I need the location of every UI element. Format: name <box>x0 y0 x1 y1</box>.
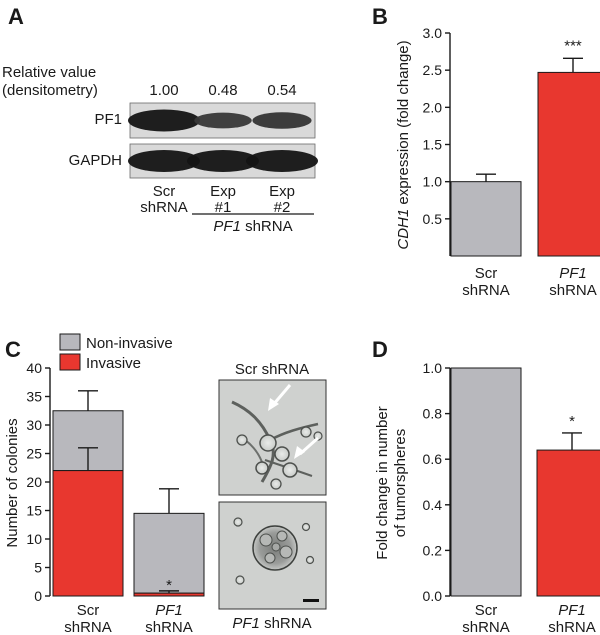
legend-swatch-non-invasive <box>59 333 81 351</box>
y-axis-label: Number of colonies <box>4 418 21 547</box>
y-tick-label: 0.2 <box>423 542 443 558</box>
pf1-band <box>128 109 200 132</box>
micrograph-pf1-shrna <box>218 501 327 610</box>
x-category-label: PF1 <box>558 602 586 619</box>
pf1-band <box>252 112 312 129</box>
x-category-label: shRNA <box>64 619 112 635</box>
y-tick-label: 25 <box>26 446 42 462</box>
y-tick-label: 1.5 <box>423 137 443 153</box>
y-tick-label: 30 <box>26 417 42 433</box>
x-category-label: Scr <box>475 265 498 282</box>
y-tick-label: 0 <box>34 588 42 604</box>
micrograph-top-caption: Scr shRNA <box>235 361 309 378</box>
bar <box>450 181 522 257</box>
pf1-group-label: PF1 shRNA <box>213 218 292 235</box>
gapdh-band <box>246 150 318 172</box>
bar-invasive <box>133 592 205 597</box>
y-tick-label: 0.0 <box>423 588 443 604</box>
y-tick-label: 0.5 <box>423 211 443 227</box>
lane-label: Exp <box>269 183 295 200</box>
x-category-label: shRNA <box>462 619 510 635</box>
densitometry-value: 0.54 <box>267 82 296 99</box>
blot-label-gapdh: GAPDH <box>69 152 122 169</box>
y-tick-label: 35 <box>26 389 42 405</box>
y-tick-label: 0.6 <box>423 451 443 467</box>
y-tick-label: 1.0 <box>423 174 443 190</box>
y-axis-label: CDH1 expression (fold change) <box>395 40 412 249</box>
gapdh-band <box>187 150 259 172</box>
blot-label-pf1: PF1 <box>94 111 122 128</box>
pf1-band <box>194 112 252 129</box>
x-category-label: Scr <box>77 602 100 619</box>
y-tick-label: 2.5 <box>423 62 443 78</box>
densitometry-value: 1.00 <box>149 82 178 99</box>
x-category-label: shRNA <box>549 282 597 299</box>
densitometry-value: 0.48 <box>208 82 237 99</box>
y-tick-label: 0.4 <box>423 497 443 513</box>
y-tick-label: 0.8 <box>423 406 443 422</box>
legend-swatch-invasive <box>59 353 81 371</box>
x-category-label: PF1 <box>155 602 183 619</box>
gapdh-band <box>128 150 200 172</box>
x-category-label: shRNA <box>145 619 193 635</box>
bar <box>450 367 522 597</box>
y-axis-label: of tumorspheres <box>392 429 409 537</box>
y-tick-label: 15 <box>26 503 42 519</box>
y-tick-label: 5 <box>34 560 42 576</box>
significance-marker: *** <box>564 37 582 54</box>
lane-label: #1 <box>215 199 232 216</box>
bar-invasive <box>52 470 124 597</box>
legend-label-non-invasive: Non-invasive <box>86 335 173 352</box>
relative-value-label: Relative value <box>2 64 96 81</box>
panel-label-d: D <box>372 337 388 362</box>
micrograph-scr-shrna <box>218 379 327 496</box>
x-category-label: PF1 <box>559 265 587 282</box>
scale-bar <box>303 599 319 602</box>
x-category-label: shRNA <box>548 619 596 635</box>
significance-marker: * <box>569 413 575 430</box>
legend-label-invasive: Invasive <box>86 355 141 372</box>
y-tick-label: 1.0 <box>423 360 443 376</box>
lane-label: shRNA <box>140 199 188 216</box>
y-tick-label: 2.0 <box>423 99 443 115</box>
significance-marker: * <box>166 577 172 594</box>
lane-label: Scr <box>153 183 176 200</box>
x-category-label: shRNA <box>462 282 510 299</box>
lane-label: #2 <box>274 199 291 216</box>
panel-label-b: B <box>372 4 388 29</box>
y-tick-label: 40 <box>26 360 42 376</box>
lane-label: Exp <box>210 183 236 200</box>
panel-label-c: C <box>5 337 21 362</box>
micrograph-bottom-caption: PF1 shRNA <box>232 615 311 632</box>
y-tick-label: 3.0 <box>423 25 443 41</box>
densitometry-label: (densitometry) <box>2 82 98 99</box>
y-tick-label: 20 <box>26 474 42 490</box>
x-category-label: Scr <box>475 602 498 619</box>
y-tick-label: 10 <box>26 531 42 547</box>
bar-non-invasive <box>133 512 205 594</box>
bar <box>537 71 600 257</box>
bar <box>536 449 600 597</box>
y-axis-label: Fold change in number <box>374 406 391 559</box>
panel-label-a: A <box>8 4 24 29</box>
